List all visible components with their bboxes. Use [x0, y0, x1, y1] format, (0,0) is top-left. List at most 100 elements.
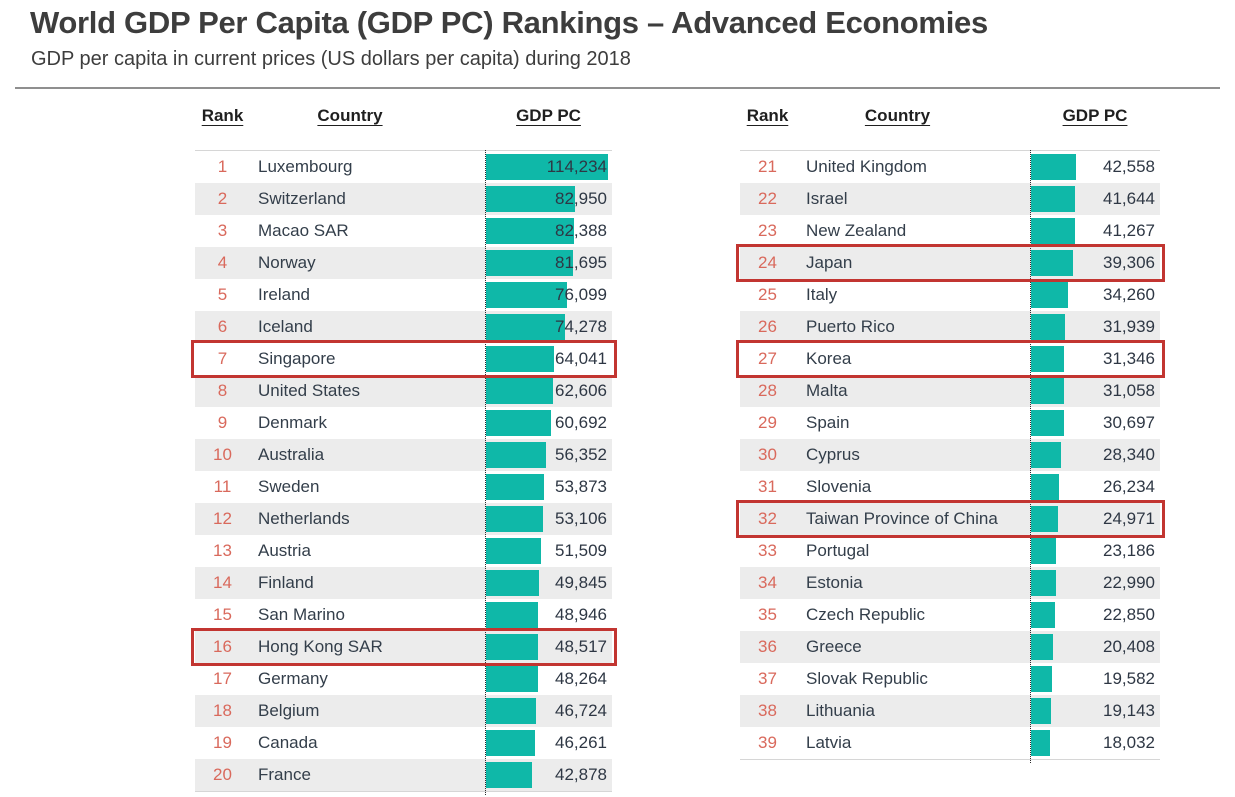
country-cell: Sweden	[258, 477, 320, 496]
country-cell: Australia	[258, 445, 325, 464]
country-cell: Czech Republic	[806, 605, 926, 624]
table-row: 10 Australia 56,352	[195, 439, 612, 471]
gdp-bar-cell: 64,041	[485, 343, 612, 375]
gdp-bar-cell: 42,558	[1030, 151, 1160, 183]
gdp-value: 48,946	[555, 605, 607, 624]
column-header-rank: Rank	[746, 106, 789, 125]
rank-cell: 12	[213, 509, 232, 528]
country-cell: Finland	[258, 573, 314, 592]
gdp-bar-cell: 34,260	[1030, 279, 1160, 311]
country-cell: Norway	[258, 253, 316, 272]
rank-cell: 18	[213, 701, 232, 720]
gdp-bar	[1031, 570, 1056, 596]
rank-cell: 26	[758, 317, 777, 336]
country-cell: United Kingdom	[806, 157, 927, 176]
gdp-bar	[486, 282, 567, 308]
gdp-bar	[486, 730, 535, 756]
gdp-value: 31,058	[1103, 381, 1155, 400]
gdp-value: 22,850	[1103, 605, 1155, 624]
rank-cell: 39	[758, 733, 777, 752]
table-row: 18 Belgium 46,724	[195, 695, 612, 727]
table-row: 27 Korea 31,346	[740, 343, 1160, 375]
column-header-gdp: GDP PC	[1062, 106, 1128, 125]
gdp-bar-cell: 81,695	[485, 247, 612, 279]
gdp-bar-cell: 62,606	[485, 375, 612, 407]
gdp-value: 18,032	[1103, 733, 1155, 752]
table-row: 33 Portugal 23,186	[740, 535, 1160, 567]
country-cell: Hong Kong SAR	[258, 637, 383, 656]
rank-cell: 32	[758, 509, 777, 528]
gdp-bar	[486, 570, 539, 596]
gdp-bar	[1031, 378, 1064, 404]
rank-cell: 36	[758, 637, 777, 656]
gdp-bar	[1031, 506, 1058, 532]
rank-cell: 31	[758, 477, 777, 496]
country-cell: Germany	[258, 669, 328, 688]
table-header: Rank Country GDP PC	[195, 104, 612, 150]
gdp-value: 76,099	[555, 285, 607, 304]
gdp-bar-cell: 46,724	[485, 695, 612, 727]
gdp-value: 53,873	[555, 477, 607, 496]
table-row: 19 Canada 46,261	[195, 727, 612, 759]
gdp-bar	[1031, 410, 1064, 436]
country-cell: Israel	[806, 189, 848, 208]
gdp-bar	[1031, 346, 1064, 372]
gdp-bar	[1031, 634, 1053, 660]
rank-cell: 3	[217, 221, 228, 240]
gdp-bar-cell: 48,517	[485, 631, 612, 663]
gdp-value: 39,306	[1103, 253, 1155, 272]
table-row: 20 France 42,878	[195, 759, 612, 791]
column-header-rank: Rank	[201, 106, 244, 125]
column-header-gdp: GDP PC	[516, 106, 581, 125]
table-row: 7 Singapore 64,041	[195, 343, 612, 375]
country-cell: Latvia	[806, 733, 852, 752]
gdp-bar-cell: 48,946	[485, 599, 612, 631]
gdp-bar	[1031, 602, 1055, 628]
gdp-bar-cell: 19,143	[1030, 695, 1160, 727]
gdp-value: 48,517	[555, 637, 607, 656]
gdp-value: 26,234	[1103, 477, 1155, 496]
gdp-bar-cell: 30,697	[1030, 407, 1160, 439]
gdp-bar	[486, 762, 532, 788]
gdp-bar	[486, 666, 538, 692]
gdp-value: 31,939	[1103, 317, 1155, 336]
table-row: 12 Netherlands 53,106	[195, 503, 612, 535]
gdp-bar	[1031, 698, 1051, 724]
rank-cell: 37	[758, 669, 777, 688]
gdp-bar-cell: 24,971	[1030, 503, 1160, 535]
country-cell: Belgium	[258, 701, 320, 720]
country-cell: Switzerland	[258, 189, 346, 208]
gdp-value: 56,352	[555, 445, 607, 464]
gdp-bar	[486, 186, 575, 212]
table-body: 21 United Kingdom 42,558 22 Israel 41,644 23 Ne…	[736, 150, 1165, 763]
table-row: 3 Macao SAR 82,388	[195, 215, 612, 247]
rank-cell: 28	[758, 381, 777, 400]
gdp-value: 60,692	[555, 413, 607, 432]
ranking-table-right: Rank Country GDP PC 21 United Kingdom 42,5…	[736, 104, 1165, 763]
column-header-country: Country	[317, 106, 383, 125]
rank-cell: 25	[758, 285, 777, 304]
rank-cell: 23	[758, 221, 777, 240]
gdp-bar	[1031, 730, 1050, 756]
country-cell: Austria	[258, 541, 311, 560]
rank-cell: 10	[213, 445, 232, 464]
gdp-bar-cell: 26,234	[1030, 471, 1160, 503]
rank-cell: 15	[213, 605, 232, 624]
gdp-bar-cell: 51,509	[485, 535, 612, 567]
table-row: 34 Estonia 22,990	[740, 567, 1160, 599]
rank-cell: 16	[213, 637, 232, 656]
gdp-bar-cell: 60,692	[485, 407, 612, 439]
country-cell: Taiwan Province of China	[806, 509, 998, 528]
table-row: 2 Switzerland 82,950	[195, 183, 612, 215]
country-cell: Cyprus	[806, 445, 860, 464]
gdp-bar	[1031, 538, 1056, 564]
gdp-bar-cell: 31,939	[1030, 311, 1160, 343]
rank-cell: 35	[758, 605, 777, 624]
gdp-bar-cell: 19,582	[1030, 663, 1160, 695]
gdp-value: 82,388	[555, 221, 607, 240]
rank-cell: 4	[217, 253, 228, 272]
country-cell: Portugal	[806, 541, 870, 560]
gdp-bar-cell: 49,845	[485, 567, 612, 599]
country-cell: Luxembourg	[258, 157, 353, 176]
country-cell: Canada	[258, 733, 318, 752]
